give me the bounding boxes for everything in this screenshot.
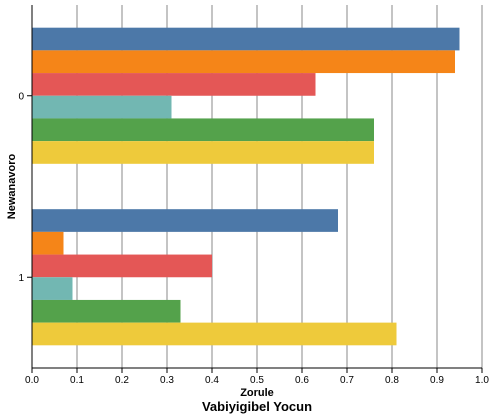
bar — [32, 73, 316, 96]
x-tick-label: 0.8 — [385, 375, 399, 386]
bar — [32, 231, 64, 255]
x-tick-label: 0.6 — [295, 375, 309, 386]
bar — [32, 209, 338, 232]
x-tick-label: 0.1 — [70, 375, 84, 386]
x-tick-label: 0.0 — [25, 375, 39, 386]
x-tick-label: 0.3 — [160, 375, 174, 386]
x-axis-title: Zorule — [240, 387, 274, 399]
bar — [32, 277, 73, 300]
bar — [32, 141, 374, 164]
x-tick-label: 1.0 — [475, 375, 489, 386]
y-tick-label: 0 — [18, 91, 24, 102]
x-tick-label: 0.9 — [430, 375, 444, 386]
x-tick-label: 0.5 — [250, 375, 264, 386]
bars — [32, 27, 460, 346]
x-tick-label: 0.2 — [115, 375, 129, 386]
bar — [32, 118, 374, 142]
bar — [32, 299, 181, 323]
y-tick-label: 1 — [18, 273, 24, 284]
y-axis-title: Newanavoro — [6, 154, 18, 220]
x-axis-ticks: 0.0 0.1 0.2 0.3 0.4 0.5 0.6 0.7 0.8 0.9 1.0 — [25, 368, 489, 386]
x-tick-label: 0.7 — [340, 375, 354, 386]
bar — [32, 95, 172, 119]
y-axis-ticks: 01 — [18, 91, 32, 284]
bar — [32, 254, 212, 278]
bar — [32, 50, 455, 74]
bar — [32, 27, 460, 51]
chart-title: Vabiyigibel Yocun — [202, 399, 312, 414]
bar — [32, 322, 397, 346]
x-tick-label: 0.4 — [205, 375, 219, 386]
